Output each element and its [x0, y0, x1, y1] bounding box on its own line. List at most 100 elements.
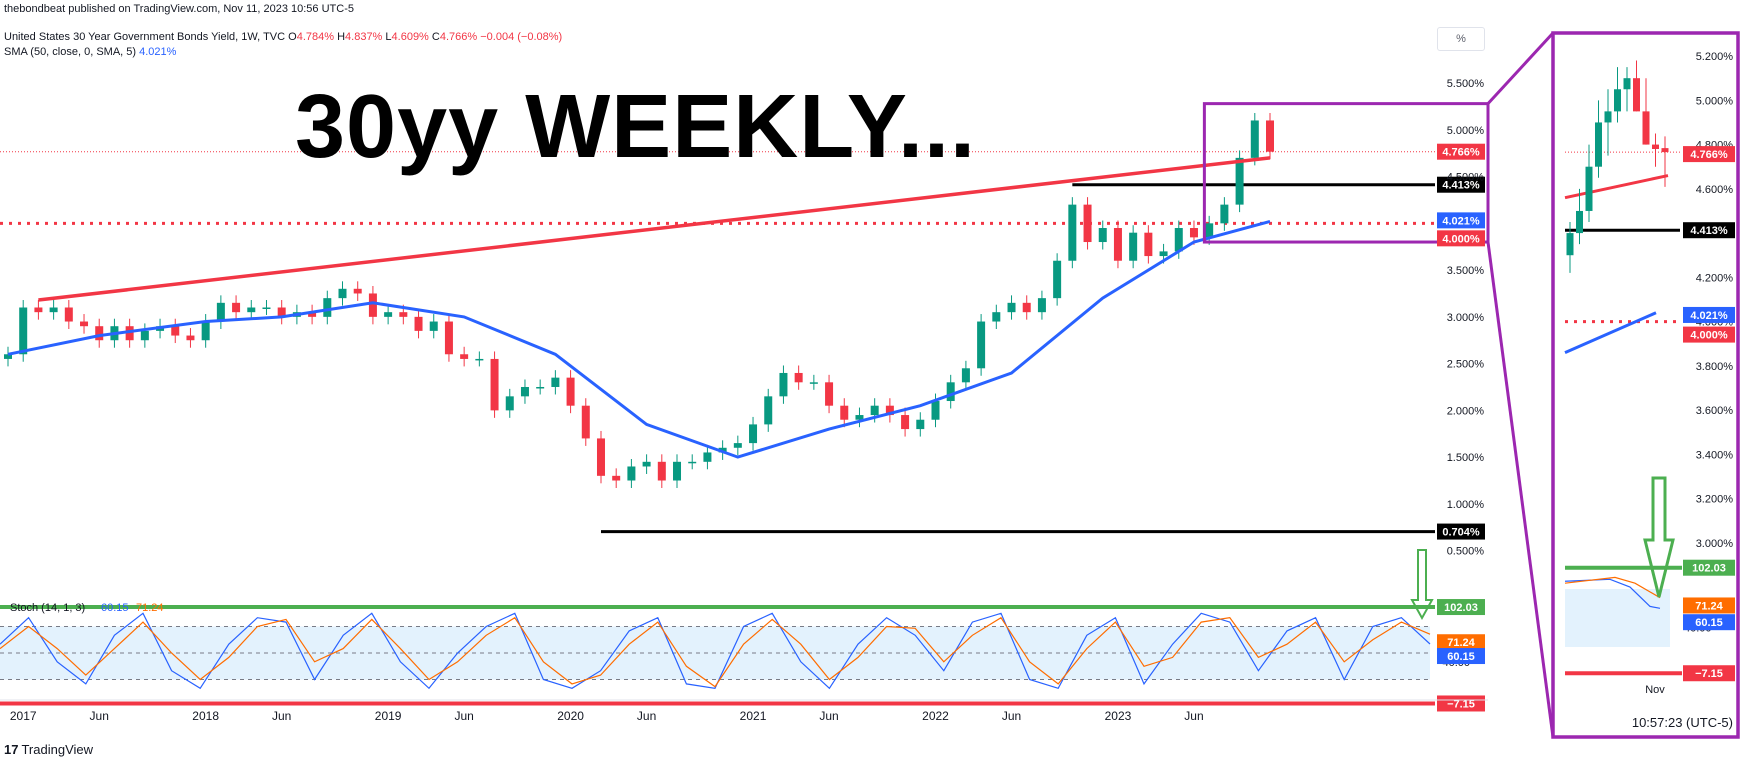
candle-body-29: [444, 321, 453, 355]
zoom-candle-body-2: [1585, 166, 1593, 211]
y-tick-9: 5.500%: [1447, 78, 1485, 90]
x-tick-3: Jun: [272, 709, 291, 723]
candle-body-26: [399, 312, 408, 317]
zoom-label-7124: 71.24: [1695, 600, 1723, 612]
y-tick-4: 2.500%: [1447, 359, 1485, 371]
candle-body-23: [353, 288, 362, 294]
zoom-candle-body-3: [1595, 122, 1602, 167]
zoom-clock: 10:57:23 (UTC-5): [1632, 715, 1733, 730]
zoom-stoch-band: [1565, 589, 1670, 647]
candle-body-37: [566, 377, 575, 406]
candle-body-64: [977, 321, 986, 369]
zoom-trendline: [1564, 174, 1669, 200]
x-tick-0: 2017: [10, 709, 37, 723]
candle-body-35: [536, 386, 545, 389]
candle-body-16: [247, 307, 256, 313]
candle-body-40: [612, 475, 621, 481]
zoom-candle-body-7: [1633, 78, 1640, 112]
tradingview-logo-text: TradingView: [21, 742, 94, 757]
sma-legend: SMA (50, close, 0, SMA, 5) 4.021%: [4, 46, 176, 58]
candle-body-80: [1220, 204, 1229, 224]
zoom-label-6015-bg: [1683, 614, 1735, 631]
published-line: thebondbeat published on TradingView.com…: [4, 3, 354, 15]
zoom-highlight-box: [1202, 102, 1490, 244]
candle-body-79: [1205, 223, 1214, 238]
zoom-candle-body-9: [1652, 144, 1659, 149]
zoom-candle-body-1: [1576, 210, 1583, 234]
candle-body-66: [1007, 302, 1016, 313]
zoom-stoch-d: [1564, 576, 1661, 599]
candle-body-11: [171, 326, 180, 336]
zoom-candle-body-10: [1661, 148, 1669, 153]
candle-body-59: [901, 415, 910, 430]
x-tick-8: 2021: [740, 709, 767, 723]
candle-body-53: [809, 382, 818, 384]
candle-body-44: [673, 461, 682, 481]
candle-body-46: [703, 452, 712, 462]
percent-scale-button[interactable]: %: [1437, 27, 1485, 51]
price-label-0704-bg: [1437, 523, 1485, 540]
ohlc-c-value: 4.766%: [439, 31, 478, 43]
candle-body-73: [1113, 228, 1122, 261]
candle-body-12: [186, 335, 195, 341]
candle-body-41: [627, 466, 636, 481]
candle-body-42: [642, 461, 651, 467]
candle-body-1: [19, 307, 28, 355]
candle-body-69: [1053, 260, 1062, 299]
stoch-label-green: 102.03: [1444, 602, 1478, 614]
zoom-label-current-bg: [1683, 146, 1735, 163]
x-tick-4: 2019: [375, 709, 402, 723]
candle-body-70: [1068, 204, 1077, 261]
y-tick-6: 3.500%: [1447, 265, 1485, 277]
candle-body-60: [916, 419, 925, 430]
zoom-y-tick-3: 4.600%: [1696, 184, 1734, 196]
ohlc-change: −0.004 (−0.08%): [480, 31, 563, 43]
stoch-label-green-bg: [1437, 599, 1485, 616]
zoom-label-sma-bg: [1683, 306, 1735, 323]
candle-body-83: [1266, 120, 1274, 152]
zoom-candle-body-4: [1604, 111, 1612, 123]
zoom-y-tick-0: 5.200%: [1696, 51, 1734, 63]
candle-body-45: [688, 461, 697, 464]
candle-body-9: [140, 330, 149, 341]
candle-body-43: [657, 461, 666, 481]
zoom-label-715-bg: [1683, 665, 1735, 682]
zoom-label-4413-bg: [1683, 222, 1735, 239]
zoom-y-tick-1: 5.000%: [1696, 95, 1734, 107]
ohlc-l-value: 4.609%: [391, 31, 429, 43]
zoom-sma-line: [1564, 311, 1657, 354]
candle-body-31: [475, 358, 484, 361]
candle-body-15: [232, 302, 241, 313]
candle-body-71: [1083, 204, 1092, 243]
candle-body-33: [505, 396, 514, 411]
candle-body-49: [749, 424, 758, 444]
candle-body-55: [840, 405, 849, 420]
zoom-y-tick-6: 3.800%: [1696, 361, 1734, 373]
zoom-x-tick-nov: Nov: [1645, 684, 1665, 696]
candle-body-5: [80, 321, 89, 327]
y-tick-7: 4.500%: [1447, 172, 1485, 184]
candle-body-38: [581, 405, 590, 439]
candle-body-2: [34, 307, 43, 313]
x-tick-9: Jun: [819, 709, 838, 723]
y-tick-5: 3.000%: [1447, 312, 1485, 324]
ohlc-c-label: C: [431, 31, 440, 43]
candle-body-82: [1250, 120, 1259, 158]
zoom-connector-bottom: [1486, 241, 1555, 738]
candle-body-65: [992, 312, 1001, 322]
candle-body-6: [95, 326, 104, 341]
x-tick-12: 2023: [1105, 709, 1132, 723]
main-overlay: 4.766% 4.413% 4.021% 4.000% 0.704%: [7, 31, 1555, 738]
stoch-label-k: 60.15: [1447, 651, 1475, 663]
candle-body-77: [1174, 228, 1183, 252]
candle-body-78: [1189, 228, 1198, 238]
ohlc-o-value: 4.784%: [296, 31, 335, 43]
price-label-4000-bg: [1437, 230, 1485, 247]
candle-body-75: [1144, 232, 1153, 257]
candle-body-61: [931, 401, 940, 420]
x-tick-5: Jun: [454, 709, 473, 723]
zoom-label-7124-bg: [1683, 597, 1735, 614]
ohlc-h-label: H: [337, 31, 346, 43]
tradingview-logo[interactable]: 17 TradingView: [4, 742, 93, 757]
candle-body-56: [855, 415, 864, 420]
